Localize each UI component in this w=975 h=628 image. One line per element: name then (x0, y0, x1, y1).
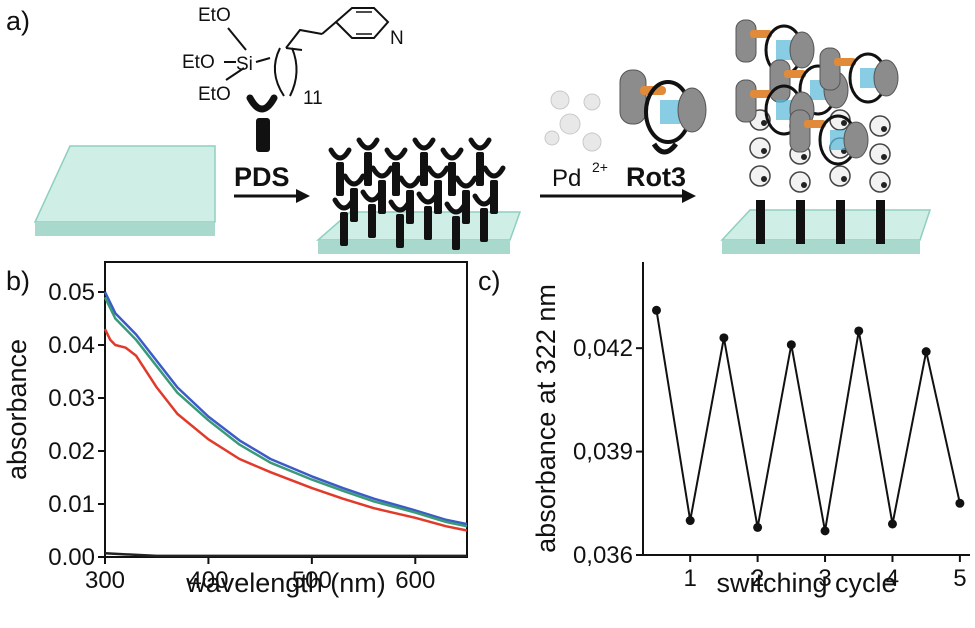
chart-c-xtick-label: 5 (953, 565, 966, 592)
chart-c-xtick-label: 2 (751, 565, 764, 592)
chart-c-ytick-label: 0,036 (573, 542, 633, 569)
chart-b-series-line-2 (103, 296, 468, 528)
chart-c-xlabel: switching cycle (716, 568, 896, 598)
chart-b-ytick-label: 0.02 (48, 438, 95, 465)
chart-c-point (854, 326, 864, 336)
chart-b-xtick-label: 600 (395, 567, 435, 594)
arrow-step2 (540, 189, 696, 203)
chart-b-xtick-label: 500 (292, 567, 332, 594)
pd-ion-spheres (544, 90, 602, 152)
chain-subscript: 11 (303, 88, 323, 109)
molecule-structure: EtO EtO EtO Si N 11 (182, 5, 404, 152)
n-atom: N (390, 28, 404, 49)
eto-label-2: EtO (182, 52, 215, 73)
chart-c-xtick-label: 4 (886, 565, 899, 592)
chart-c-point (786, 340, 796, 350)
chart-c-xtick-label: 3 (818, 565, 831, 592)
rot3-rotor-icon (619, 69, 707, 155)
chart-c-point (753, 522, 763, 532)
bracket-left (273, 47, 285, 97)
switching-cycle-chart: 1 2 3 4 5 0,036 0,039 0,042 switching cycle absor… (531, 262, 970, 598)
chart-b-ytick-label: 0.03 (48, 385, 95, 412)
step2-metal: Pd (552, 165, 581, 192)
chart-b-series-line-3 (103, 328, 468, 532)
chart-b-series-line-1 (103, 291, 468, 526)
panel-label-a: a) (6, 6, 30, 36)
chart-c-point (955, 498, 965, 508)
bracket-right (289, 47, 298, 97)
chart-c-point (651, 305, 661, 315)
chart-b-ytick-label: 0.05 (48, 279, 95, 306)
chart-c-ytick-label: 0,039 (573, 439, 633, 466)
eto-label-3: EtO (198, 84, 231, 105)
chart-c-ylabel: absorbance at 322 nm (531, 284, 561, 553)
chart-c-line (655, 310, 961, 532)
chart-b-ytick-label: 0.00 (48, 544, 95, 571)
glass-slide-assembled (720, 19, 932, 254)
chart-c-point (685, 516, 695, 526)
chart-c-ytick-label: 0,042 (573, 335, 633, 362)
pyridine-ring (334, 7, 390, 39)
chart-b-xlabel: wavelength (nm) (185, 568, 386, 598)
chart-b-ylabel: absorbance (2, 339, 32, 480)
chart-c-point (719, 333, 729, 343)
chart-c-point (887, 519, 897, 529)
chart-b-xtick-label: 300 (85, 567, 125, 594)
chart-b-xtick-label: 400 (188, 567, 228, 594)
step2-charge: 2+ (592, 159, 608, 175)
absorbance-spectrum-chart: 300 400 500 600 0.00 0.01 0.02 0.03 0.04 0.05 wave… (2, 261, 468, 598)
arrow-step1 (234, 189, 310, 203)
chart-b-series-line-4 (104, 552, 467, 558)
chart-c-point (921, 347, 931, 357)
chart-c-point (820, 526, 830, 536)
chart-b-ytick-label: 0.04 (48, 332, 95, 359)
glass-slide-plain (33, 145, 216, 236)
panel-label-b: b) (6, 266, 30, 296)
step1-label: PDS (234, 162, 290, 192)
step2-label: Rot3 (626, 162, 686, 192)
panel-label-c: c) (478, 266, 501, 296)
eto-label-1: EtO (198, 5, 231, 26)
chart-c-xtick-label: 1 (684, 565, 697, 592)
glass-slide-functionalized (316, 137, 522, 254)
chart-b-ytick-label: 0.01 (48, 491, 95, 518)
